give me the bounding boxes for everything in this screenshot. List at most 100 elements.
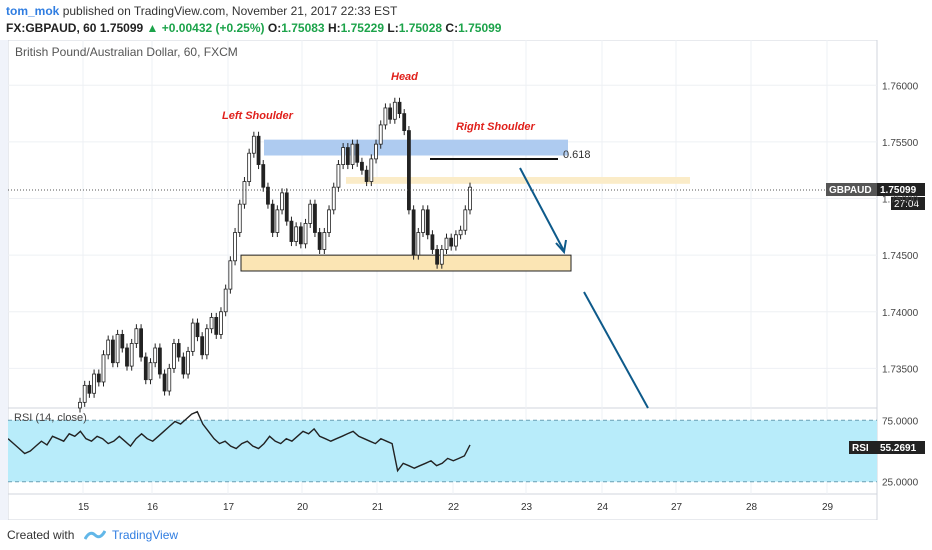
- candle-body: [402, 113, 407, 131]
- rsi-line: [8, 410, 471, 473]
- countdown-text: 27:04: [894, 199, 919, 210]
- candle-body: [317, 232, 322, 250]
- candle-body: [195, 322, 200, 338]
- candle-body: [345, 147, 350, 165]
- candle-body: [388, 107, 393, 120]
- head-label: Head: [391, 71, 418, 83]
- candle-body: [435, 249, 440, 265]
- candle-body: [378, 124, 383, 145]
- chart-svg[interactable]: British Pound/Australian Dollar, 60, FXC…: [8, 40, 932, 520]
- candle-body: [294, 226, 299, 242]
- candle-body: [96, 373, 101, 383]
- arrow-head-icon: [555, 239, 567, 255]
- candle-body: [303, 223, 308, 245]
- symbol-tag-text: GBPAUD: [829, 185, 872, 196]
- candle-body: [261, 164, 266, 188]
- price-tick-label: 1.73500: [882, 364, 919, 375]
- candle-body: [298, 226, 303, 245]
- rsi-tag: [849, 441, 877, 454]
- candle-body: [167, 367, 172, 392]
- candle-body: [411, 209, 416, 256]
- price-tick-label: 1.75000: [882, 195, 919, 206]
- candle-body: [190, 322, 195, 352]
- candle-body: [247, 152, 252, 182]
- last-price-tag-text: 1.75099: [880, 185, 917, 196]
- header: tom_mok published on TradingView.com, No…: [0, 0, 932, 40]
- candle-body: [454, 234, 458, 247]
- candle-body: [233, 232, 237, 262]
- low-label: L:: [387, 21, 399, 35]
- created-with: Created with: [7, 528, 75, 542]
- candle-body: [87, 384, 92, 394]
- candle-body: [331, 186, 336, 211]
- candle-body: [92, 373, 96, 394]
- candle-body: [228, 260, 233, 290]
- tradingview-logo-icon: [84, 530, 106, 540]
- candle-body: [369, 158, 374, 182]
- candle-body: [129, 343, 134, 367]
- candle-body: [360, 161, 364, 171]
- candle-body: [383, 107, 388, 126]
- time-tick-label: 29: [822, 502, 834, 513]
- rsi-band: [8, 420, 877, 482]
- symbol-tag: [826, 183, 877, 196]
- candle-body: [355, 143, 360, 163]
- open-value: 1.75083: [281, 21, 325, 35]
- candle-body: [176, 343, 181, 358]
- time-tick-label: 27: [671, 502, 683, 513]
- tradingview-brand[interactable]: TradingView: [112, 528, 179, 542]
- open-label: O:: [267, 21, 282, 35]
- time-tick-label: 17: [223, 502, 235, 513]
- candle-body: [242, 181, 247, 205]
- candle-body: [280, 192, 284, 211]
- candle-body: [341, 147, 346, 165]
- last-price-tag: [877, 183, 925, 196]
- candle-body: [157, 347, 162, 375]
- author-link[interactable]: tom_mok: [6, 4, 60, 18]
- candle-body: [275, 209, 280, 233]
- candle-body: [308, 203, 313, 224]
- candle-body: [78, 401, 82, 409]
- candle-body: [172, 343, 176, 369]
- candle-body: [251, 135, 256, 154]
- candle-body: [266, 186, 270, 205]
- candle-body: [101, 354, 106, 383]
- time-tick-label: 24: [597, 502, 609, 513]
- candle-body: [270, 203, 275, 233]
- candle-body: [204, 328, 209, 356]
- candle-body: [200, 336, 205, 356]
- candle-body: [444, 237, 449, 250]
- rsi-label: RSI (14, close): [14, 412, 87, 424]
- zone-neckline: [240, 254, 572, 272]
- chart-title: British Pound/Australian Dollar, 60, FXC…: [15, 45, 238, 59]
- candle-body: [289, 220, 294, 242]
- rsi-value-text: 55.2691: [880, 443, 917, 454]
- footer: Created with TradingView: [0, 520, 932, 550]
- candle-body: [397, 101, 402, 115]
- candle-body: [162, 373, 167, 392]
- candle-body: [468, 186, 472, 211]
- candle-body: [82, 384, 87, 403]
- last-price: 1.75099: [99, 21, 144, 35]
- zone-mid: [346, 177, 690, 184]
- candle-body: [214, 317, 219, 335]
- symbol: FX:GBPAUD, 60: [6, 21, 97, 35]
- chart-area[interactable]: British Pound/Australian Dollar, 60, FXC…: [8, 40, 932, 520]
- down-arrow-2: [583, 291, 649, 409]
- candle-body: [374, 143, 378, 160]
- time-tick-label: 20: [297, 502, 309, 513]
- candle-body: [458, 229, 463, 236]
- candle-body: [327, 209, 331, 233]
- candle-body: [439, 249, 444, 265]
- candle-body: [237, 203, 242, 233]
- right-shoulder-label: Right Shoulder: [456, 121, 536, 133]
- price-pane: [8, 40, 878, 409]
- close-label: C:: [445, 21, 459, 35]
- price-change: +0.00432 (+0.25%): [161, 21, 265, 35]
- candle-body: [120, 333, 125, 349]
- low-value: 1.75028: [398, 21, 443, 35]
- candle-body: [106, 339, 111, 356]
- time-tick-label: 23: [521, 502, 533, 513]
- candles: [78, 97, 472, 413]
- candle-body: [421, 209, 425, 233]
